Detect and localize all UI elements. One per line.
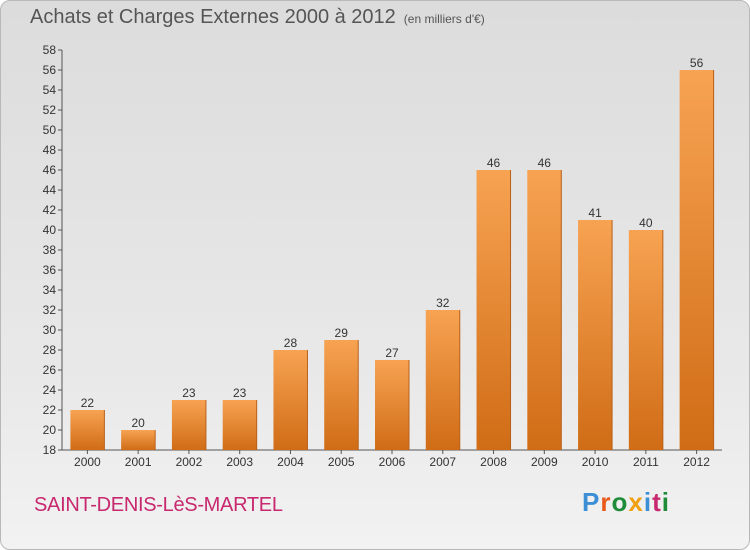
y-tick-label: 58 [43, 43, 57, 57]
x-tick-label: 2006 [379, 455, 406, 469]
data-label: 23 [233, 386, 247, 400]
bar [375, 360, 409, 450]
data-label: 46 [538, 156, 552, 170]
data-label: 46 [487, 156, 501, 170]
bar [578, 220, 613, 450]
data-label: 56 [690, 56, 704, 70]
y-tick-label: 38 [43, 243, 57, 257]
y-tick-label: 52 [43, 103, 57, 117]
bar [171, 400, 206, 450]
y-tick-label: 36 [43, 263, 57, 277]
chart-title: Achats et Charges Externes 2000 à 2012 (e… [30, 6, 485, 29]
proxiti-logo: Proxiti [582, 487, 670, 518]
y-tick-label: 24 [43, 383, 57, 397]
y-axis: 18 20 22 24 26 28 30 32 34 36 38 40 42 44 46 48 50 52 54 56… [43, 43, 63, 457]
y-tick-label: 50 [43, 123, 57, 137]
data-label: 32 [436, 296, 450, 310]
bar [121, 430, 156, 450]
bar [273, 350, 308, 450]
x-tick-label: 2007 [429, 455, 456, 469]
y-tick-label: 26 [43, 363, 57, 377]
y-tick-label: 18 [43, 443, 57, 457]
data-label: 27 [385, 346, 399, 360]
data-label: 41 [588, 206, 602, 220]
y-tick-label: 44 [43, 183, 57, 197]
data-label: 20 [131, 416, 145, 430]
bar [476, 170, 511, 450]
bar [324, 340, 359, 450]
y-tick-label: 42 [43, 203, 57, 217]
data-label: 29 [335, 326, 349, 340]
data-labels: 22 20 23 23 28 29 27 32 46 46 41 40 56 [81, 56, 704, 430]
y-tick-label: 46 [43, 163, 57, 177]
y-tick-label: 34 [43, 283, 57, 297]
y-tick-label: 32 [43, 303, 57, 317]
logo-letter: x [628, 487, 644, 517]
x-tick-label: 2010 [582, 455, 609, 469]
bar [70, 410, 105, 450]
bar-series [70, 70, 715, 450]
y-tick-label: 20 [43, 423, 57, 437]
bar [628, 230, 663, 450]
y-tick-label: 56 [43, 63, 57, 77]
x-tick-label: 2008 [480, 455, 507, 469]
x-tick-label: 2005 [328, 455, 355, 469]
y-tick-label: 28 [43, 343, 57, 357]
y-tick-label: 40 [43, 223, 57, 237]
logo-letter: P [582, 487, 601, 517]
data-label: 28 [284, 336, 298, 350]
logo-letter: o [611, 487, 629, 517]
x-tick-label: 2002 [176, 455, 203, 469]
x-axis: 2000 2001 2002 2003 2004 2005 2006 2007 2008 2009… [62, 449, 722, 469]
logo-letter: i [643, 487, 653, 517]
x-tick-label: 2000 [74, 455, 101, 469]
x-tick-label: 2009 [531, 455, 558, 469]
bar [222, 400, 257, 450]
logo-letter: t [652, 487, 662, 517]
bar [527, 170, 562, 450]
y-tick-label: 30 [43, 323, 57, 337]
chart-subtitle: (en milliers d'€) [403, 12, 485, 26]
logo-letter: r [600, 487, 612, 517]
x-tick-label: 2011 [633, 455, 659, 469]
data-label: 23 [182, 386, 196, 400]
chart-title-text: Achats et Charges Externes 2000 à 2012 [30, 6, 396, 28]
logo-letter: i [661, 487, 670, 517]
bar [425, 310, 460, 450]
data-label: 40 [639, 216, 653, 230]
x-tick-label: 2012 [683, 455, 710, 469]
x-tick-label: 2004 [277, 455, 304, 469]
bar [679, 70, 714, 450]
commune-name: SAINT-DENIS-LèS-MARTEL [34, 494, 283, 516]
y-tick-label: 54 [43, 83, 57, 97]
x-tick-label: 2003 [226, 455, 253, 469]
y-tick-label: 48 [43, 143, 57, 157]
x-tick-label: 2001 [125, 455, 152, 469]
y-tick-label: 22 [43, 403, 57, 417]
data-label: 22 [81, 396, 95, 410]
